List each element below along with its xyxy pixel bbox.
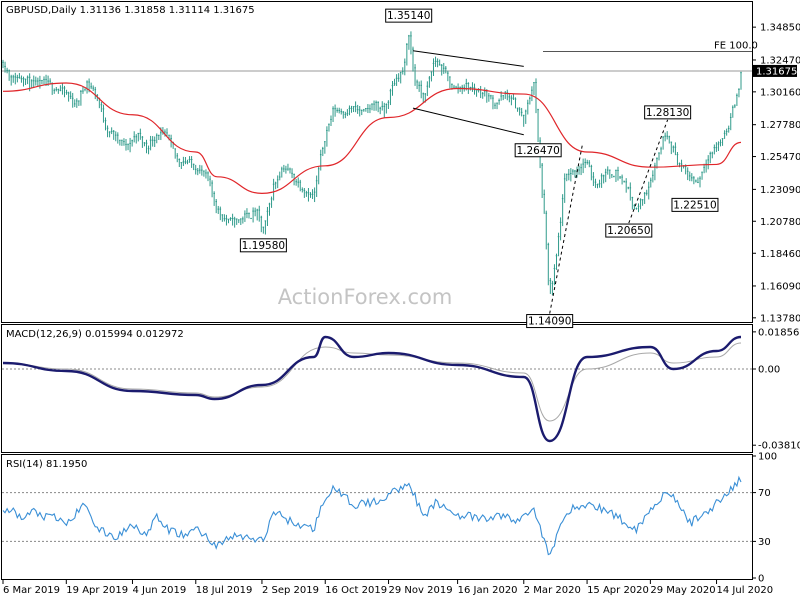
channel-lines (412, 50, 524, 136)
annotation-box (605, 223, 653, 238)
macd-pane-header: MACD(12,26,9) 0.015994 0.012972 (6, 329, 184, 340)
price-tick-label: 1.30160 (760, 87, 800, 98)
annotation-box (385, 8, 433, 23)
current-price-badge: 1.31675 (753, 64, 797, 77)
annotation-box (671, 197, 719, 212)
price-tick-label: 1.34850 (760, 23, 800, 34)
price-tick-label: 1.18460 (760, 249, 800, 260)
rsi-level-lines (2, 492, 752, 542)
current-price-box (753, 64, 797, 77)
date-tick-label: 29 Nov 2019 (389, 585, 453, 596)
date-tick-label: 2 Sep 2019 (262, 585, 319, 596)
annotation-text: 1.14090 (528, 316, 571, 328)
rsi-axis: 100 70 30 0 (752, 452, 777, 585)
macd-tick-label: 0.00 (758, 365, 780, 376)
annotation-label: 1.28130 (644, 105, 692, 120)
price-tick-label: 1.20780 (760, 217, 800, 228)
rsi-pane-frame (1, 454, 753, 580)
annotation-label: 1.35140 (385, 8, 433, 23)
macd-tick-label: 0.018569 (758, 327, 800, 338)
price-series (2, 31, 742, 296)
macd-pane-frame (1, 324, 753, 453)
date-tick-label: 15 Apr 2020 (587, 585, 649, 596)
date-axis: 6 Mar 2019 19 Apr 2019 4 Jun 2019 18 Jul 20… (2, 580, 774, 596)
rsi-tick-label: 0 (758, 574, 764, 585)
price-tick-label: 1.16090 (760, 281, 800, 292)
price-tick-label: 1.27780 (760, 120, 800, 131)
date-tick-label: 14 Jul 2020 (717, 585, 774, 596)
price-tick-label: 1.13780 (760, 313, 800, 324)
annotation-label: 1.19580 (239, 238, 287, 253)
macd-line (2, 335, 742, 443)
projection-line (549, 142, 584, 314)
annotation-text: 1.26470 (516, 145, 559, 157)
annotation-box (526, 314, 574, 329)
price-tick-label: 1.32470 (760, 55, 800, 66)
annotation-text: 1.19580 (242, 240, 285, 252)
annotation-label: 1.14090 (526, 314, 574, 329)
date-tick-label: 6 Mar 2019 (3, 585, 60, 596)
rsi-pane-header: RSI(14) 81.1950 (6, 459, 87, 470)
projection-lines (549, 119, 669, 314)
annotation-label: 1.20650 (605, 223, 653, 238)
price-pane-header: GBPUSD,Daily 1.31136 1.31858 1.31114 1.3… (6, 5, 255, 16)
current-price-label: 1.31675 (756, 66, 797, 77)
date-tick-label: 19 Apr 2019 (66, 585, 128, 596)
rsi-line (2, 475, 742, 556)
annotation-box (514, 143, 562, 158)
channel-upper-line (412, 50, 524, 67)
annotation-text: 1.20650 (607, 225, 650, 237)
date-tick-label: 29 May 2020 (650, 585, 715, 596)
watermark: ActionForex.com (278, 285, 453, 309)
date-tick-label: 16 Jan 2020 (458, 585, 518, 596)
rsi-tick-label: 100 (758, 452, 777, 463)
channel-lower-line (412, 107, 524, 136)
annotation-box (239, 238, 287, 253)
annotation-text: 1.22510 (673, 199, 716, 211)
price-annotations: 1.35140 1.19580 1.26470 1.14090 1.28130 1.206… (239, 8, 719, 329)
date-tick-label: 16 Oct 2019 (325, 585, 387, 596)
price-tick-label: 1.25470 (760, 152, 800, 163)
macd-signal-line (2, 342, 742, 422)
price-pane-frame (1, 1, 753, 323)
price-tick-label: 1.23090 (760, 185, 800, 196)
date-tick-label: 4 Jun 2019 (132, 585, 186, 596)
rsi-tick-label: 70 (758, 488, 771, 499)
frames (1, 1, 753, 580)
price-axis: 1.34850 1.32470 1.30160 1.27780 1.25470 1.230… (752, 23, 800, 324)
annotation-text: 1.28130 (646, 107, 689, 119)
annotation-label: 1.22510 (671, 197, 719, 212)
annotation-text: 1.35140 (387, 10, 430, 22)
date-tick-label: 2 Mar 2020 (524, 585, 581, 596)
date-tick-label: 18 Jul 2019 (196, 585, 253, 596)
projection-line (628, 119, 669, 224)
fe-level-label: FE 100.0 (714, 41, 758, 52)
annotation-box (644, 105, 692, 120)
annotation-label: 1.26470 (514, 143, 562, 158)
rsi-tick-label: 30 (758, 537, 771, 548)
moving-average-line (2, 82, 742, 194)
